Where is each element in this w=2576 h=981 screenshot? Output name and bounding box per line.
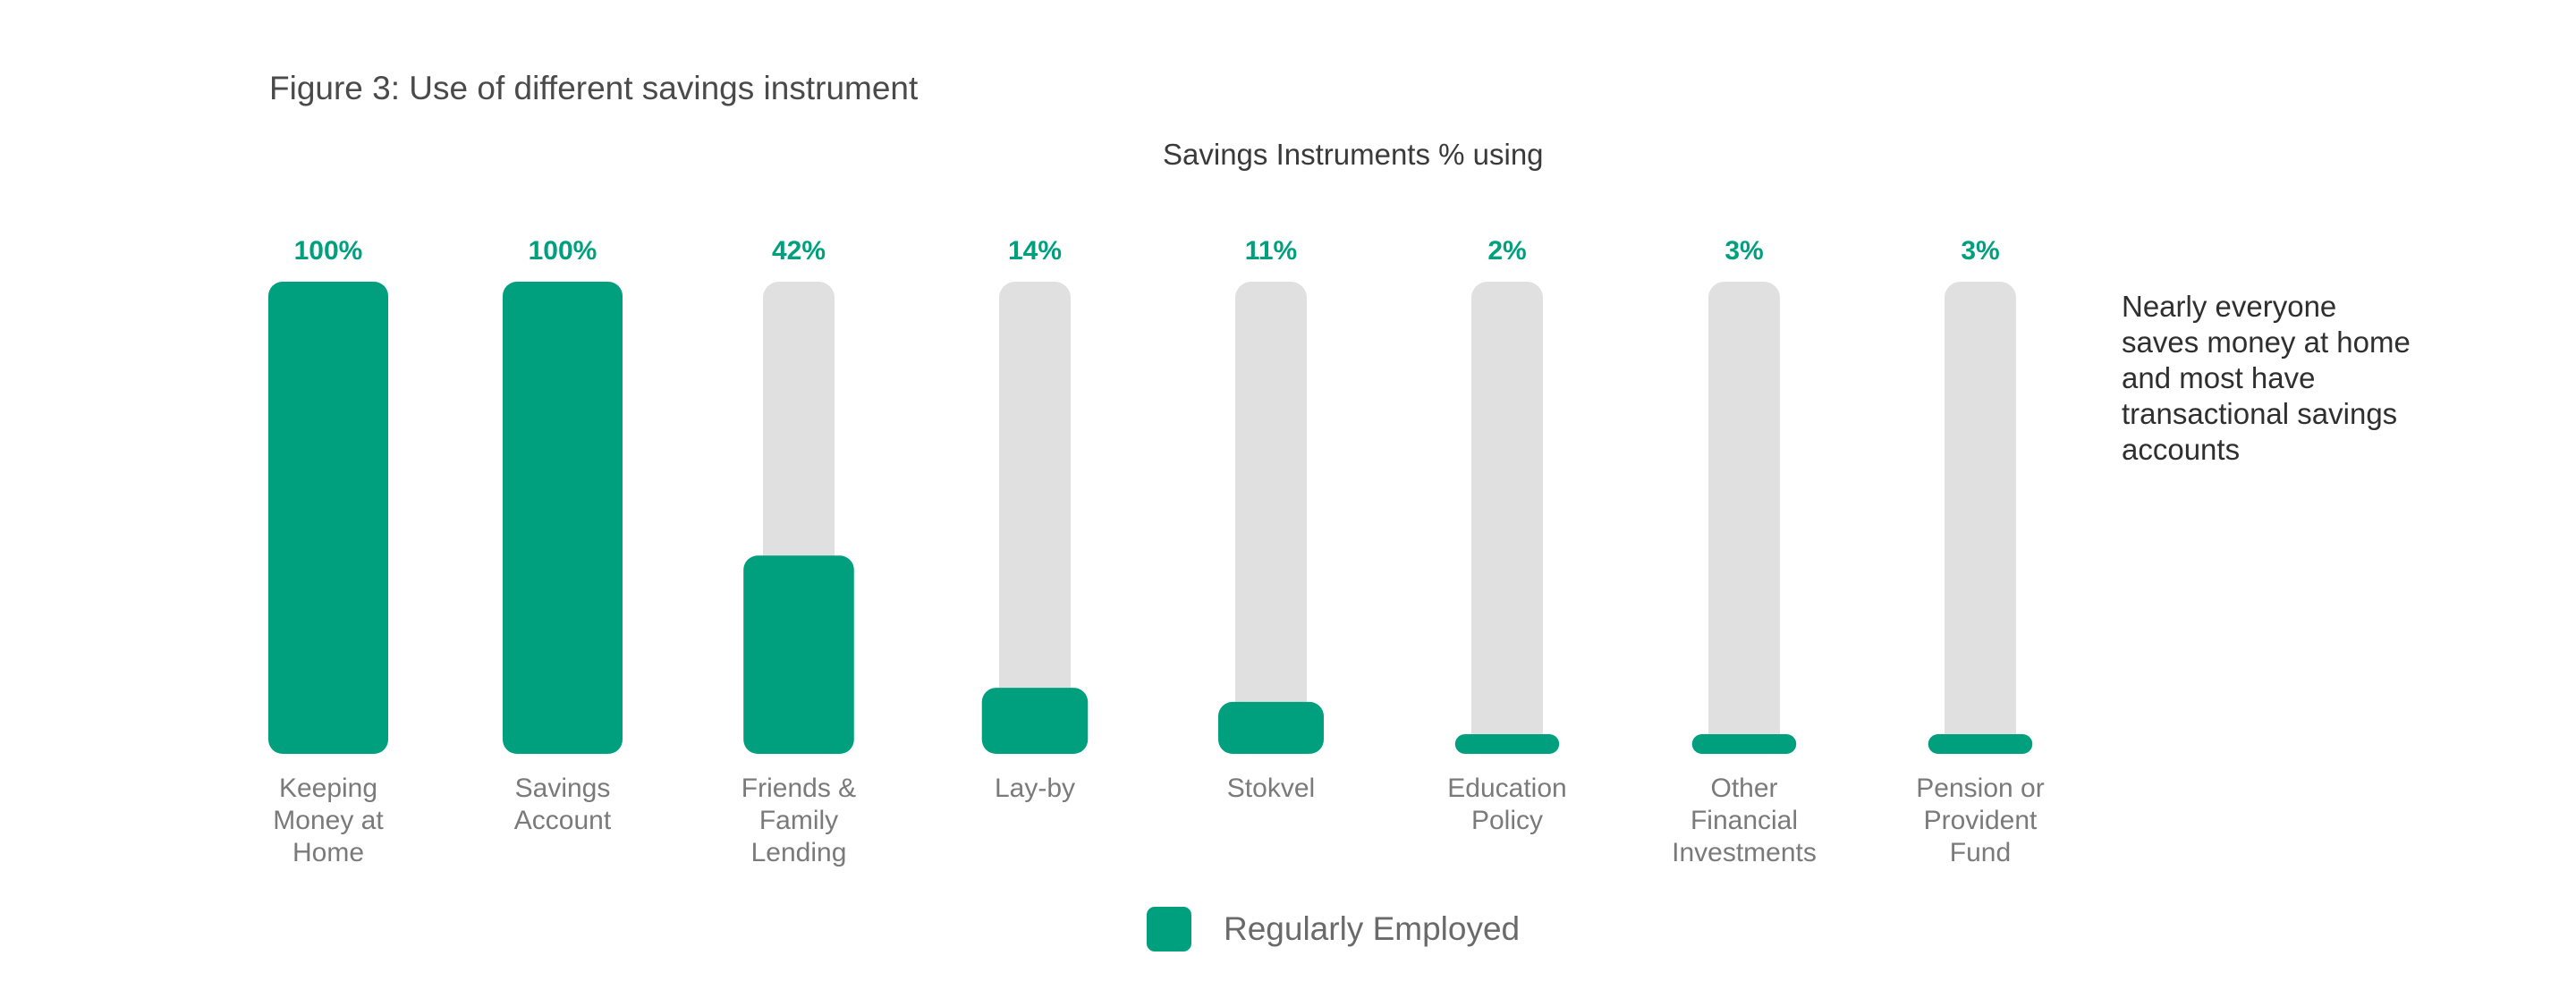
chart-title: Savings Instruments % using (1163, 138, 1544, 171)
value-label: 100% (529, 236, 597, 266)
bar (1454, 734, 1560, 754)
category-label: Friends & Family Lending (741, 774, 856, 867)
legend-label: Regularly Employed (1224, 910, 1521, 947)
bar-track (1945, 282, 2016, 754)
category-label: Education Policy (1447, 774, 1566, 835)
figure-title: Figure 3: Use of different savings instr… (269, 70, 919, 106)
value-label: 11% (1245, 236, 1297, 266)
bar (1691, 734, 1797, 754)
bar (981, 688, 1089, 754)
legend: Regularly Employed (1147, 907, 1520, 951)
bar-track (1471, 282, 1543, 754)
category-label: Pension or Provident Fund (1916, 774, 2044, 867)
chart-annotation: Nearly everyone saves money at home and … (2122, 290, 2411, 466)
bar (743, 555, 854, 754)
bar (1218, 701, 1324, 754)
category-label: Other Financial Investments (1672, 774, 1817, 867)
value-label: 42% (772, 236, 826, 266)
bar (503, 282, 623, 754)
category-label: Savings Account (514, 774, 612, 835)
legend-swatch (1147, 907, 1191, 951)
value-label: 3% (1724, 236, 1763, 266)
category-label: Keeping Money at Home (273, 774, 384, 867)
value-label: 2% (1487, 236, 1526, 266)
bar-track (1708, 282, 1780, 754)
bar-track (1235, 282, 1307, 754)
bar (1928, 734, 2033, 754)
value-label: 100% (294, 236, 363, 266)
bar (268, 282, 388, 754)
bar-track (999, 282, 1071, 754)
value-label: 3% (1961, 236, 1999, 266)
category-label: Stokvel (1227, 774, 1315, 803)
value-label: 14% (1008, 236, 1062, 266)
category-label: Lay-by (995, 774, 1075, 803)
